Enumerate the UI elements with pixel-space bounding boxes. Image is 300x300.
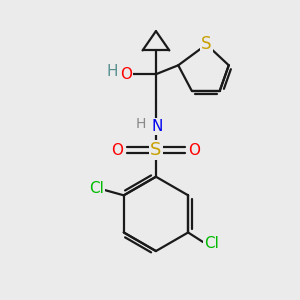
Text: S: S (201, 35, 212, 53)
Text: O: O (189, 142, 201, 158)
Text: O: O (120, 67, 132, 82)
Text: Cl: Cl (89, 181, 104, 196)
Text: S: S (150, 141, 162, 159)
Text: N: N (152, 119, 163, 134)
Text: H: H (135, 117, 146, 131)
Text: H: H (106, 64, 118, 79)
Text: Cl: Cl (204, 236, 219, 251)
Text: O: O (111, 142, 123, 158)
